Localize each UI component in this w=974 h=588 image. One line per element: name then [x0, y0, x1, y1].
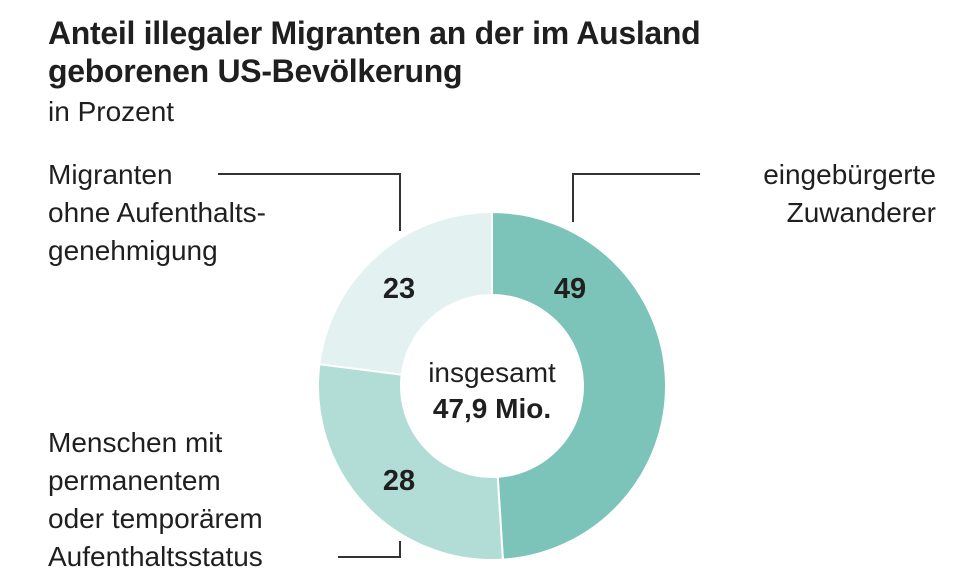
title-line: Anteil illegaler Migranten an der im Aus… [48, 15, 701, 51]
donut-slice [491, 210, 668, 561]
label-line: Menschen mit [48, 427, 223, 458]
leader-line-illegal [218, 173, 401, 231]
label-line: Aufenthaltsstatus [48, 541, 263, 572]
chart-title: Anteil illegaler Migranten an der im Aus… [48, 14, 701, 90]
label-line: permanentem [48, 465, 221, 496]
donut-slice [318, 210, 493, 376]
donut-slice [317, 363, 504, 561]
slice-value-label: 28 [383, 465, 415, 497]
leader-line-permanent [338, 541, 401, 558]
title-line: geborenen US-Bevölkerung [48, 53, 463, 89]
label-line: ohne Aufenthalts- [48, 197, 266, 228]
slice-value-label: 23 [383, 273, 415, 305]
leader-line-naturalized [572, 173, 700, 222]
label-line: genehmigung [48, 235, 218, 266]
label-line: oder temporärem [48, 503, 263, 534]
center-label-total: 47,9 Mio. [433, 393, 551, 424]
slice-label-illegal: Migranten ohne Aufenthalts- genehmigung [48, 156, 266, 270]
slice-label-permanent: Menschen mit permanentem oder temporärem… [48, 424, 263, 576]
center-label-top: insgesamt [428, 357, 556, 388]
slice-label-naturalized: eingebürgerte Zuwanderer [763, 156, 936, 232]
label-line: eingebürgerte [763, 159, 936, 190]
label-line: Migranten [48, 159, 173, 190]
slice-value-label: 49 [554, 273, 586, 305]
chart-subtitle: in Prozent [48, 96, 175, 127]
label-line: Zuwanderer [786, 197, 936, 228]
